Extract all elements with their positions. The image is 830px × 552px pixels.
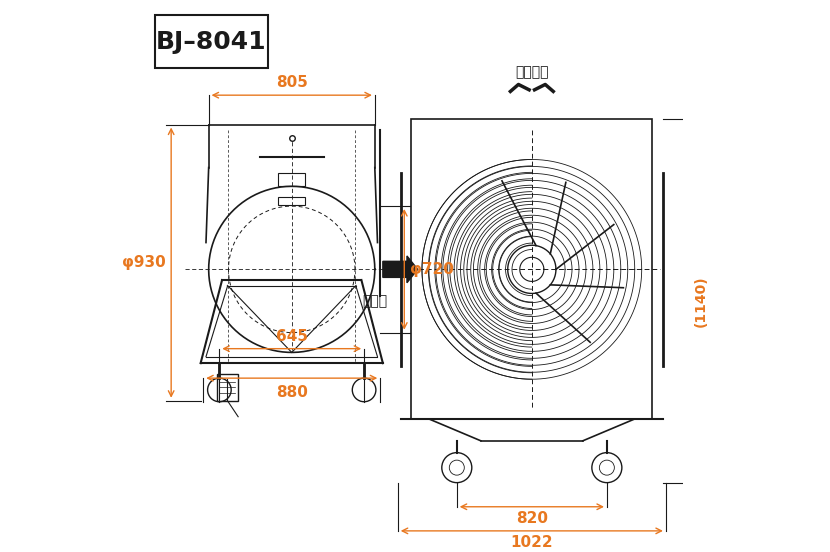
FancyArrow shape: [383, 256, 417, 283]
Text: 805: 805: [276, 75, 308, 90]
Text: 回転方向: 回転方向: [515, 65, 549, 79]
Text: BJ–8041: BJ–8041: [156, 30, 266, 54]
Text: φ930: φ930: [122, 255, 166, 270]
Text: 880: 880: [276, 385, 308, 400]
Text: (1140): (1140): [694, 275, 708, 327]
Text: 1022: 1022: [510, 535, 553, 550]
Text: φ720: φ720: [410, 262, 453, 277]
Text: 820: 820: [515, 511, 548, 526]
Bar: [278, 197, 305, 205]
Bar: [217, 374, 238, 401]
Text: 645: 645: [276, 330, 308, 344]
Text: 風方向: 風方向: [362, 295, 388, 309]
Bar: [411, 119, 652, 420]
Bar: [278, 173, 305, 186]
